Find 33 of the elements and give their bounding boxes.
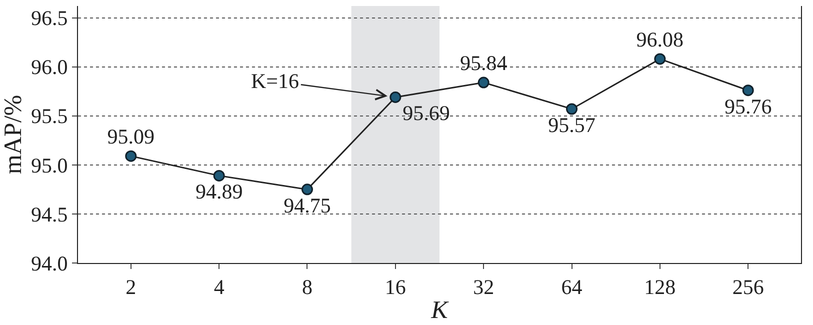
x-tick-label: 256 [732, 275, 764, 300]
x-tick-label: 64 [561, 275, 583, 300]
point [301, 184, 313, 196]
data-label: 95.57 [548, 113, 596, 137]
y-tick-label: 95.5 [31, 104, 68, 128]
y-tick-label: 96.0 [31, 55, 68, 80]
data-label: 95.76 [724, 94, 772, 118]
data-label: 94.75 [284, 193, 331, 218]
y-tick-label: 96.5 [31, 6, 68, 30]
x-tick-label: 8 [302, 275, 312, 300]
x-tick-label: 2 [126, 275, 136, 300]
x-tick-label: 128 [644, 275, 676, 300]
point [213, 170, 225, 182]
x-tick-label: 32 [473, 275, 494, 300]
data-label: 95.69 [402, 101, 450, 126]
data-label: 95.09 [107, 124, 155, 149]
point [478, 76, 490, 88]
data-label: 95.84 [460, 51, 508, 76]
y-tick-label: 95.0 [31, 153, 68, 178]
annotation: K=16 [251, 69, 300, 93]
y-tick-label: 94.5 [31, 202, 68, 226]
point [125, 150, 137, 162]
point [566, 103, 578, 115]
point [742, 84, 754, 96]
y-axis-title: mAP/% [0, 94, 27, 174]
x-tick-label: 4 [214, 275, 225, 300]
point [654, 53, 666, 65]
x-axis-title: K [430, 297, 450, 324]
data-label: 94.89 [195, 180, 243, 204]
point [390, 91, 402, 103]
data-label: 96.08 [636, 27, 684, 52]
y-tick-label: 94.0 [31, 251, 68, 276]
x-tick-label: 16 [384, 275, 406, 300]
